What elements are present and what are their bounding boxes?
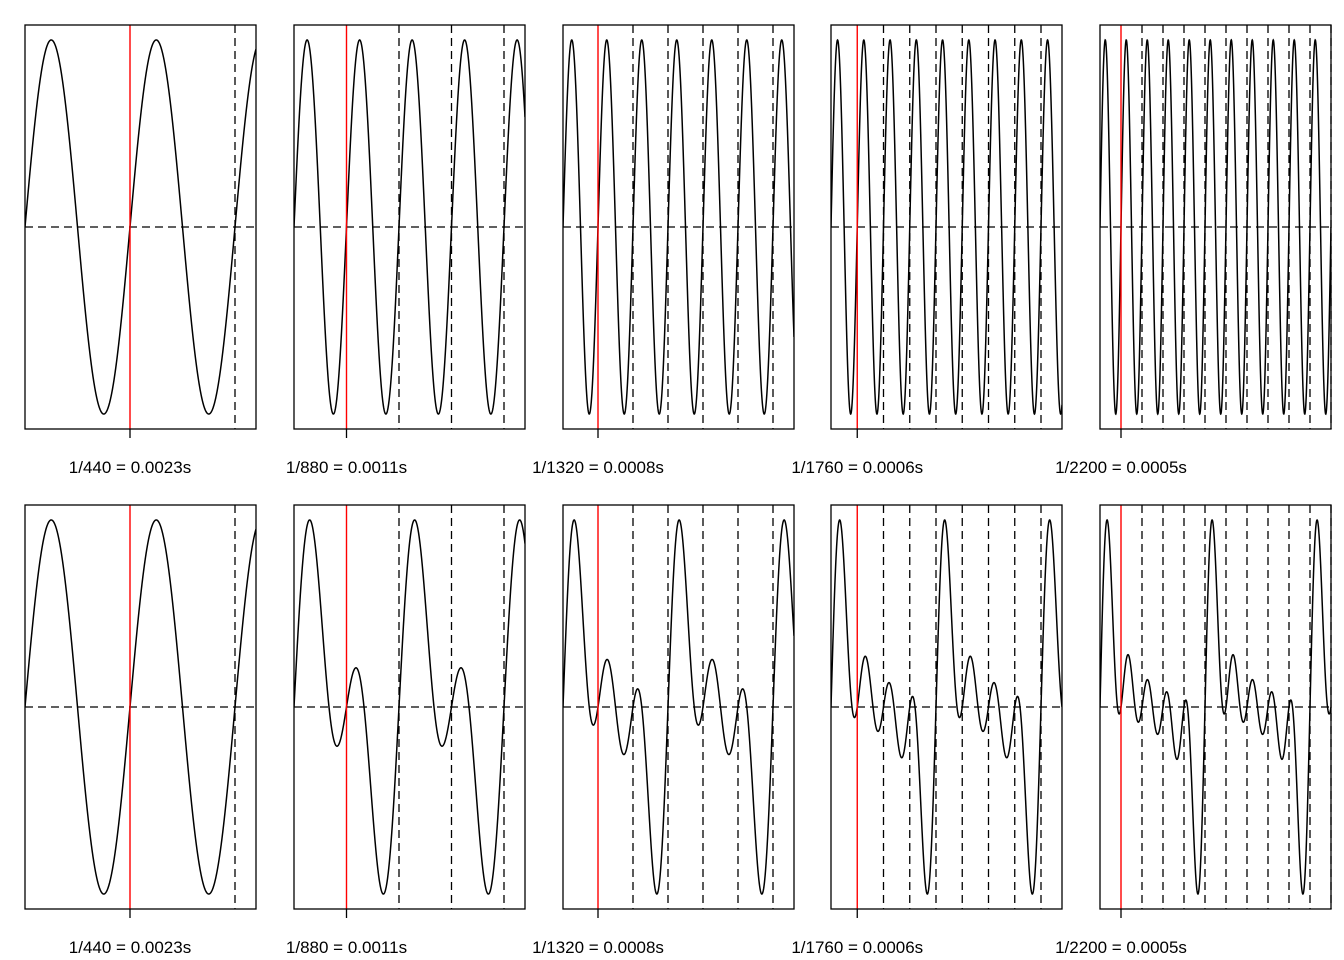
x-tick-label: 1/2200 = 0.0005s	[1055, 458, 1187, 477]
waveform-line	[294, 39, 525, 415]
panel-frame	[562, 504, 795, 910]
panel-top-3: 1/1320 = 0.0008s	[532, 24, 795, 477]
waveform-line	[294, 519, 525, 895]
waveform-line	[25, 519, 256, 895]
waveform-line	[25, 39, 256, 415]
panel-frame	[1099, 24, 1332, 430]
x-tick-label: 1/880 = 0.0011s	[286, 458, 407, 477]
waveform-line	[831, 38, 1062, 416]
panel-top-4: 1/1760 = 0.0006s	[791, 24, 1063, 477]
x-tick-label: 1/1760 = 0.0006s	[791, 938, 923, 957]
x-tick-label: 1/2200 = 0.0005s	[1055, 938, 1187, 957]
waveform-line	[831, 519, 1062, 895]
panel-top-5: 1/2200 = 0.0005s	[1055, 24, 1332, 477]
x-tick-label: 1/1320 = 0.0008s	[532, 458, 664, 477]
panel-bottom-1: 1/440 = 0.0023s	[24, 504, 257, 957]
panel-frame	[1099, 504, 1332, 910]
waveform-line	[563, 519, 794, 895]
x-tick-label: 1/1760 = 0.0006s	[791, 458, 923, 477]
panel-frame	[24, 504, 257, 910]
panel-frame	[24, 24, 257, 430]
x-tick-label: 1/440 = 0.0023s	[69, 458, 191, 477]
panel-top-2: 1/880 = 0.0011s	[286, 24, 526, 477]
panel-bottom-4: 1/1760 = 0.0006s	[791, 504, 1063, 957]
panel-frame	[293, 504, 526, 910]
panel-frame	[562, 24, 795, 430]
waveform-line	[1100, 519, 1331, 895]
x-tick-label: 1/880 = 0.0011s	[286, 938, 407, 957]
panel-frame	[293, 24, 526, 430]
x-tick-label: 1/440 = 0.0023s	[69, 938, 191, 957]
waveform-line	[563, 39, 794, 415]
panel-frame	[830, 24, 1063, 430]
x-tick-label: 1/1320 = 0.0008s	[532, 938, 664, 957]
panel-bottom-3: 1/1320 = 0.0008s	[532, 504, 795, 957]
panel-bottom-2: 1/880 = 0.0011s	[286, 504, 526, 957]
panel-top-1: 1/440 = 0.0023s	[24, 24, 257, 477]
panel-frame	[830, 504, 1063, 910]
panel-bottom-5: 1/2200 = 0.0005s	[1055, 504, 1332, 957]
waveform-line	[1100, 38, 1331, 416]
